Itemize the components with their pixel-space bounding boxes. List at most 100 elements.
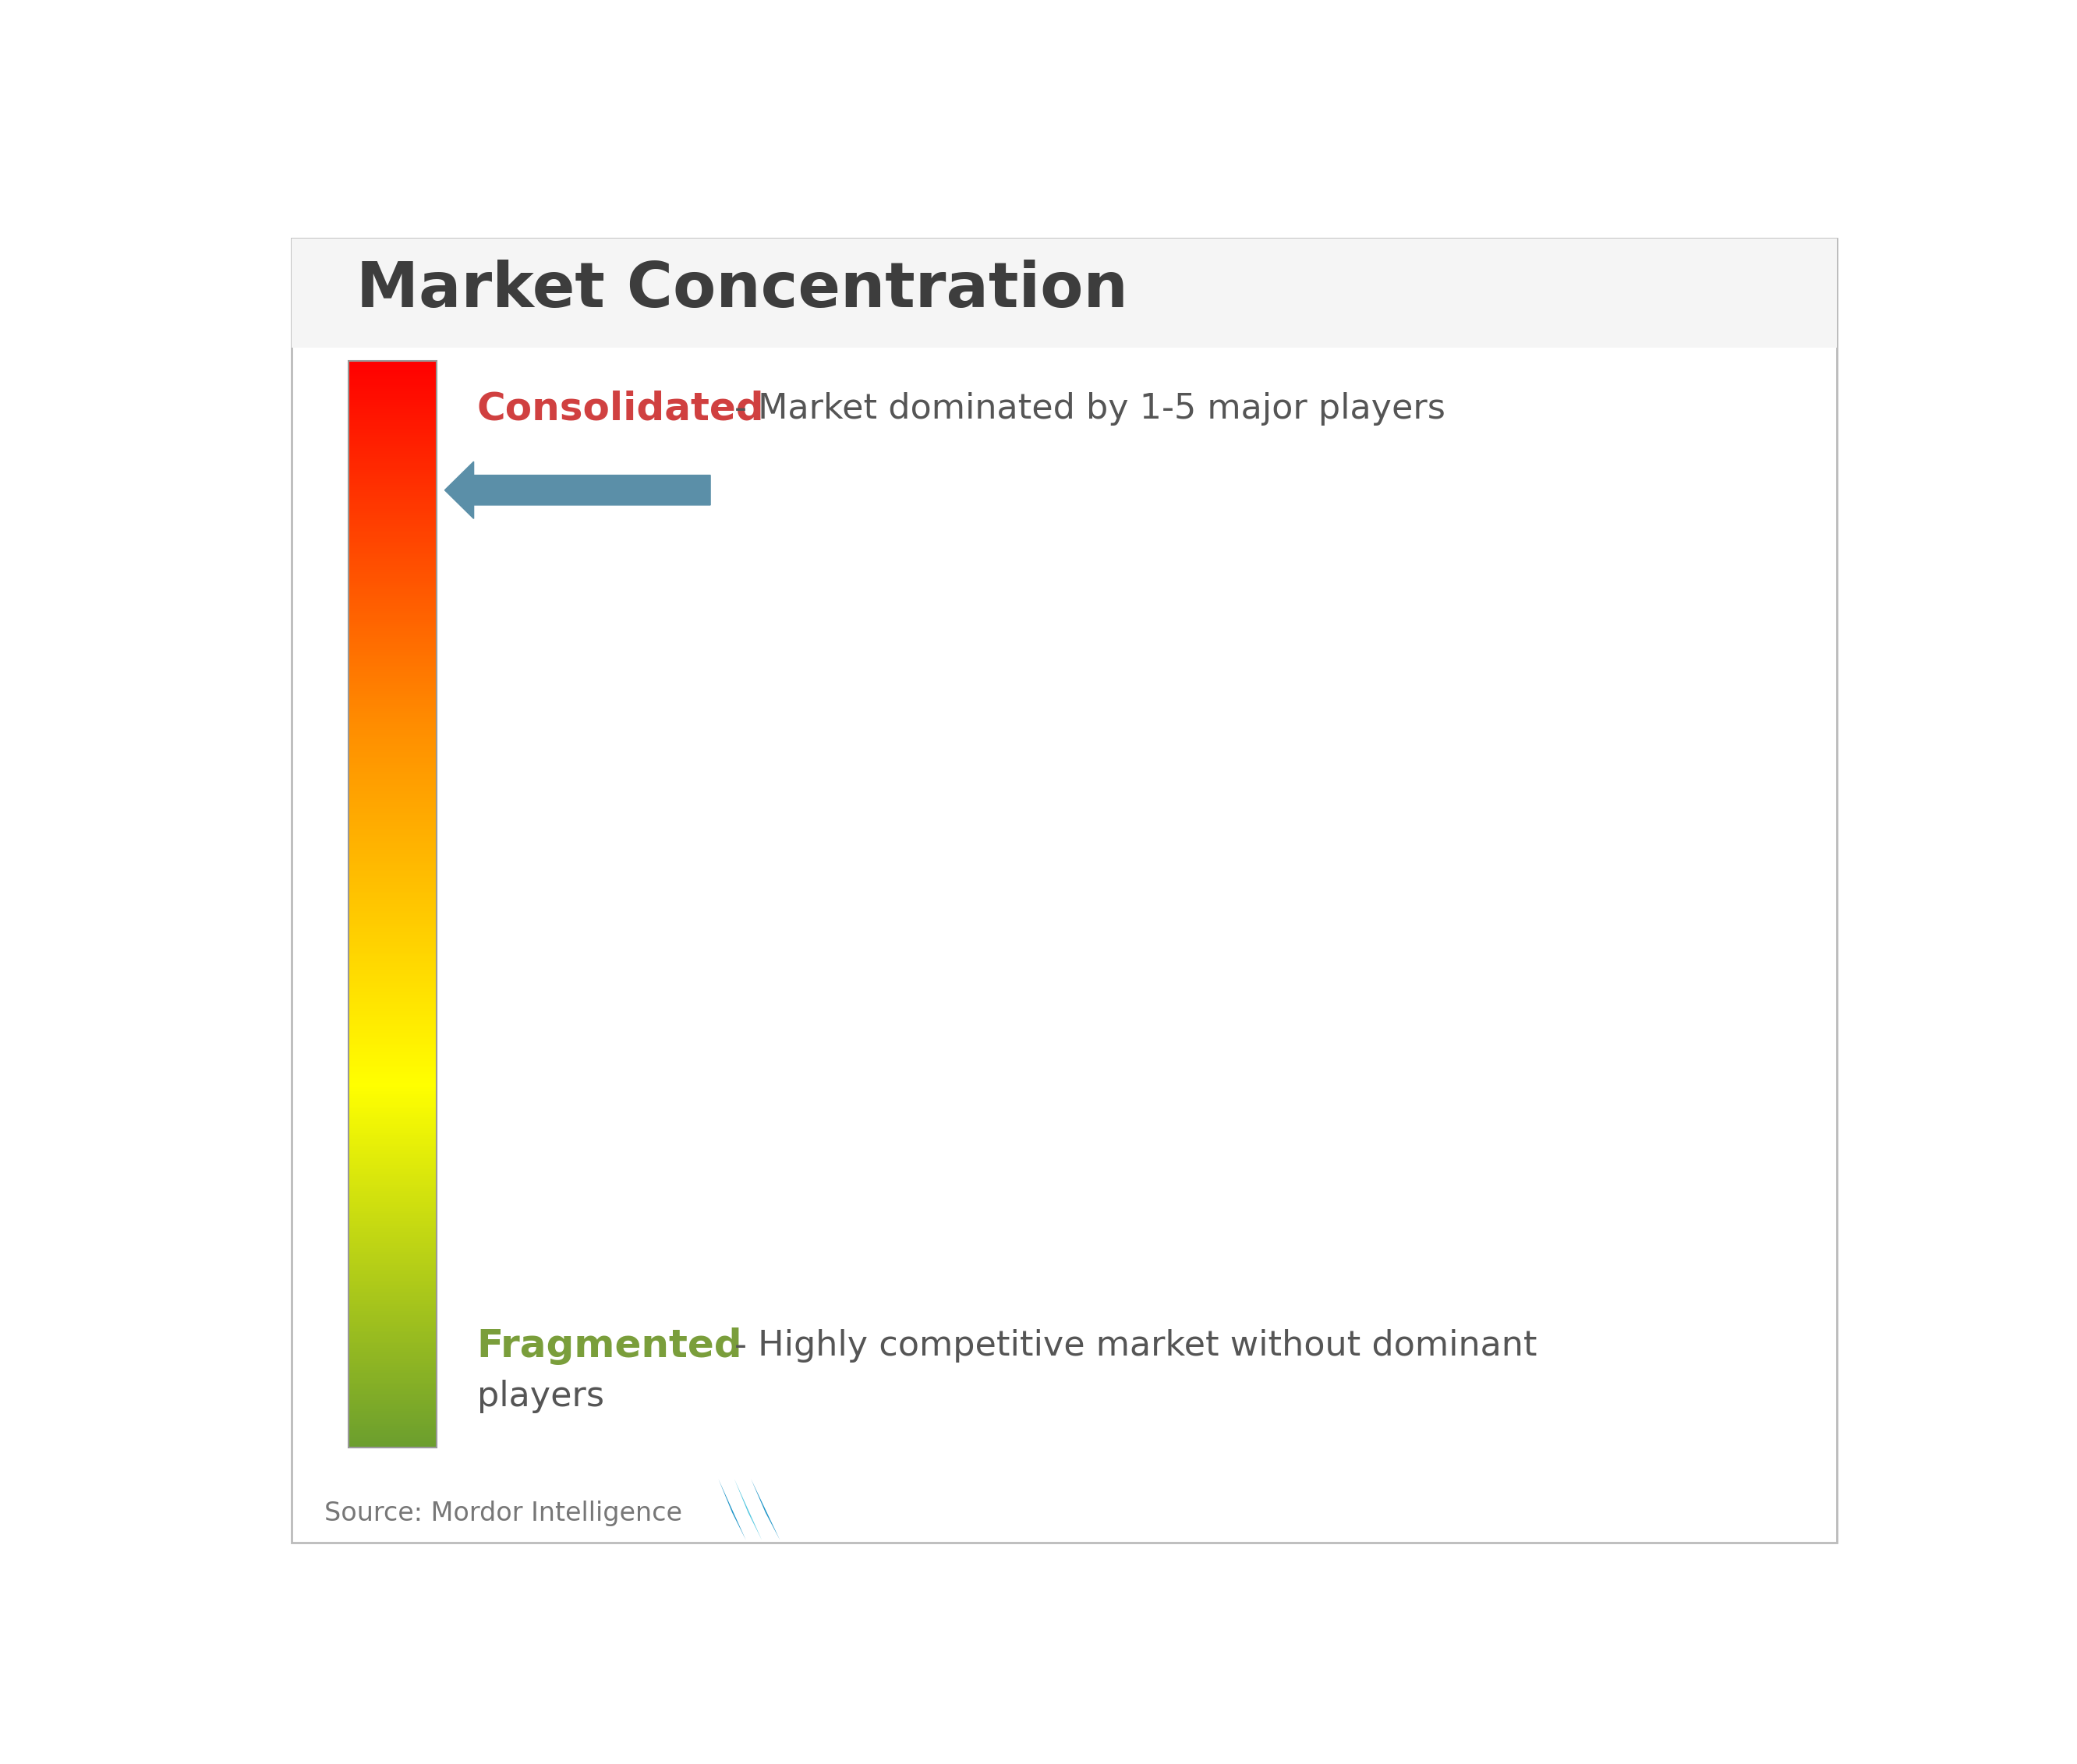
Bar — [349, 1355, 436, 1357]
Bar — [349, 990, 436, 991]
Bar — [349, 586, 436, 587]
Bar — [349, 422, 436, 423]
Bar — [349, 866, 436, 868]
Bar — [349, 526, 436, 529]
Bar — [349, 1222, 436, 1224]
Bar — [349, 1388, 436, 1392]
Bar — [349, 1180, 436, 1182]
Bar — [349, 1106, 436, 1110]
Bar — [349, 1385, 436, 1387]
Bar — [349, 1425, 436, 1429]
Bar — [349, 1282, 436, 1284]
Text: - Highly competitive market without dominant: - Highly competitive market without domi… — [735, 1328, 1537, 1362]
Bar — [349, 1048, 436, 1050]
Bar — [349, 773, 436, 774]
Bar — [349, 953, 436, 954]
Bar — [349, 617, 436, 619]
Bar — [349, 1235, 436, 1237]
Bar — [349, 1088, 436, 1092]
Bar — [349, 1080, 436, 1083]
Bar — [349, 540, 436, 542]
Bar — [349, 759, 436, 760]
Text: Market Concentration: Market Concentration — [357, 259, 1128, 319]
Bar — [349, 1050, 436, 1051]
Bar — [291, 238, 1836, 348]
Bar — [349, 1051, 436, 1055]
Bar — [349, 1387, 436, 1388]
Bar — [349, 630, 436, 633]
Bar — [349, 390, 436, 392]
Bar — [349, 1002, 436, 1004]
Bar — [349, 1170, 436, 1171]
Bar — [349, 536, 436, 540]
Bar — [349, 1422, 436, 1424]
Bar — [349, 517, 436, 520]
Bar — [349, 469, 436, 473]
Bar — [349, 1113, 436, 1115]
Bar — [349, 1039, 436, 1041]
Bar — [349, 455, 436, 457]
Bar — [349, 965, 436, 967]
Bar — [349, 831, 436, 833]
Bar — [349, 1157, 436, 1159]
Bar — [349, 475, 436, 476]
Bar — [349, 582, 436, 586]
Bar — [349, 480, 436, 483]
Bar — [349, 769, 436, 773]
Bar — [349, 898, 436, 900]
Bar — [349, 415, 436, 418]
Bar — [349, 1364, 436, 1365]
Bar — [349, 1378, 436, 1381]
Bar — [349, 483, 436, 485]
Bar — [349, 861, 436, 863]
Bar — [349, 1210, 436, 1214]
Bar — [349, 797, 436, 801]
Bar — [349, 767, 436, 769]
Bar — [349, 796, 436, 797]
Bar — [349, 926, 436, 928]
Bar — [349, 663, 436, 665]
Bar — [349, 741, 436, 744]
Bar — [349, 789, 436, 792]
Bar — [349, 967, 436, 970]
Bar — [349, 1085, 436, 1087]
Bar — [349, 1129, 436, 1131]
Bar — [349, 991, 436, 993]
Bar — [349, 870, 436, 871]
Bar — [349, 430, 436, 432]
Bar — [349, 841, 436, 843]
Bar — [349, 1302, 436, 1304]
Bar — [349, 1095, 436, 1097]
Bar — [349, 1244, 436, 1245]
Bar — [349, 970, 436, 972]
Bar — [349, 437, 436, 439]
Bar — [349, 513, 436, 515]
Bar — [349, 954, 436, 956]
Bar — [349, 489, 436, 492]
Bar — [349, 1247, 436, 1251]
Bar — [349, 801, 436, 803]
Bar — [349, 589, 436, 591]
Bar — [349, 923, 436, 924]
Polygon shape — [752, 1478, 781, 1540]
Text: Source: Mordor Intelligence: Source: Mordor Intelligence — [324, 1501, 681, 1526]
Bar — [349, 420, 436, 422]
Bar — [349, 783, 436, 785]
Bar — [349, 508, 436, 512]
Bar — [349, 1272, 436, 1274]
Bar — [349, 813, 436, 815]
Bar — [349, 1231, 436, 1233]
Bar — [349, 515, 436, 517]
Bar — [349, 917, 436, 919]
Bar — [349, 905, 436, 907]
Bar — [349, 395, 436, 399]
Bar — [349, 1397, 436, 1401]
Bar — [349, 448, 436, 450]
Bar — [349, 1021, 436, 1023]
Bar — [349, 1013, 436, 1016]
Bar — [349, 635, 436, 637]
Bar — [349, 928, 436, 930]
Bar — [349, 1270, 436, 1272]
Bar — [349, 811, 436, 813]
Bar — [349, 1000, 436, 1002]
